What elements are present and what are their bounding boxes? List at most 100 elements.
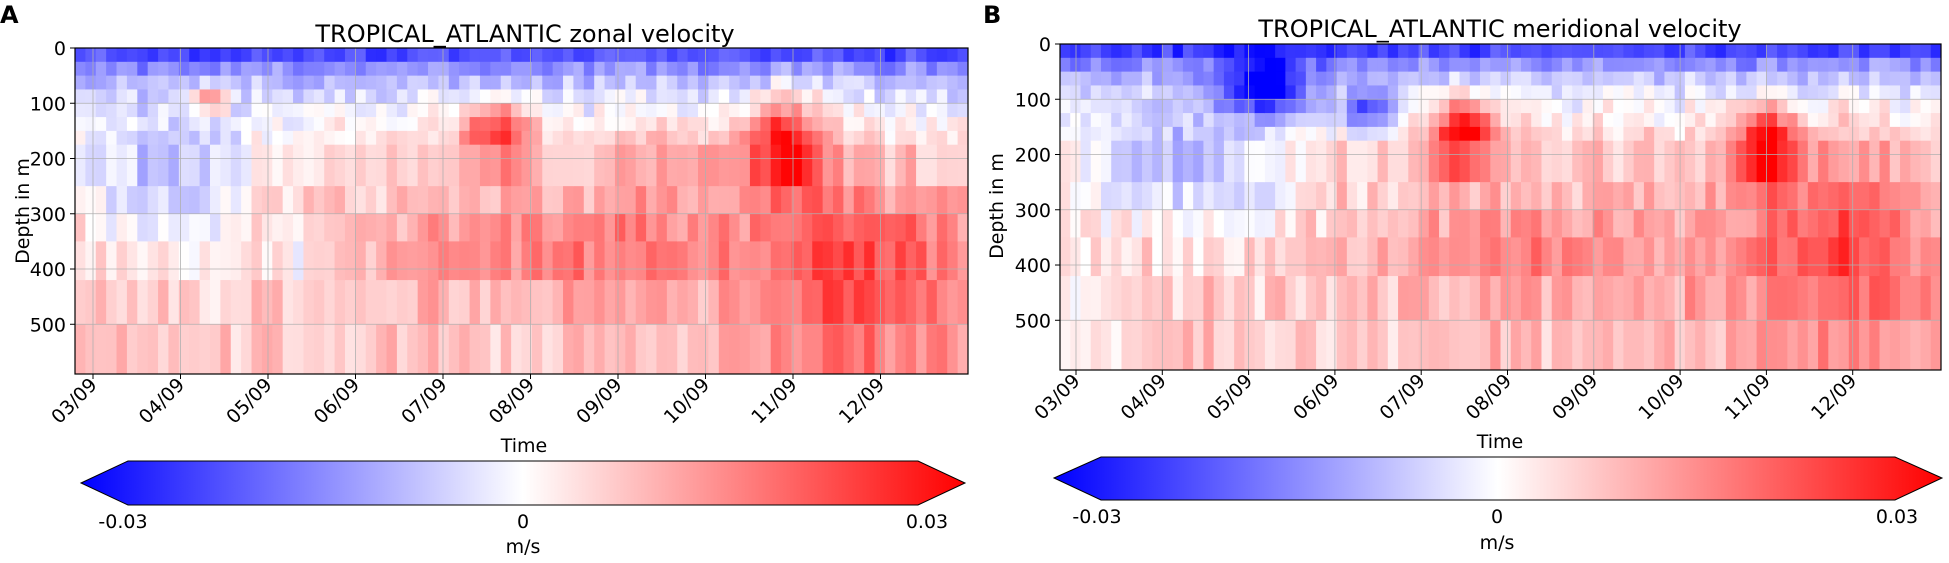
heatmap-cell bbox=[1705, 320, 1717, 370]
heatmap-cell bbox=[1182, 126, 1194, 142]
heatmap-cell bbox=[199, 324, 211, 374]
heatmap-cell bbox=[812, 144, 824, 187]
heatmap-cell bbox=[729, 213, 741, 242]
heatmap-cell bbox=[583, 103, 595, 118]
heatmap-cell bbox=[1715, 182, 1727, 211]
heatmap-cell bbox=[241, 130, 253, 146]
heatmap-cell bbox=[1162, 237, 1174, 277]
heatmap-cell bbox=[1490, 209, 1502, 238]
heatmap-cell bbox=[1541, 140, 1553, 183]
heatmap-cell bbox=[947, 324, 959, 374]
heatmap-cell bbox=[947, 186, 959, 215]
heatmap-cell bbox=[521, 241, 533, 281]
panel-b: B TROPICAL_ATLANTIC meridional velocity … bbox=[983, 1, 1944, 554]
heatmap-cell bbox=[1162, 126, 1174, 142]
heatmap-cell bbox=[1889, 182, 1901, 211]
heatmap-cell bbox=[625, 48, 637, 63]
heatmap-cell bbox=[1234, 44, 1245, 59]
heatmap-cell bbox=[282, 280, 294, 325]
heatmap-cell bbox=[1357, 57, 1368, 73]
heatmap-cell bbox=[500, 280, 512, 325]
heatmap-cell bbox=[1746, 276, 1758, 321]
heatmap-cell bbox=[261, 130, 273, 146]
heatmap-cell bbox=[126, 130, 138, 146]
heatmap-cell bbox=[1295, 320, 1307, 370]
heatmap-cell bbox=[75, 186, 86, 215]
heatmap-cell bbox=[1910, 57, 1922, 73]
heatmap-cell bbox=[749, 241, 761, 281]
heatmap-cell bbox=[1234, 209, 1245, 238]
heatmap-cell bbox=[1203, 237, 1215, 277]
heatmap-cell bbox=[1367, 209, 1379, 238]
heatmap-cell bbox=[1377, 140, 1389, 183]
heatmap-cell bbox=[1316, 237, 1327, 277]
heatmap-cell bbox=[1695, 85, 1706, 100]
heatmap-cell bbox=[801, 117, 813, 132]
heatmap-cell bbox=[137, 213, 149, 242]
heatmap-cell bbox=[220, 144, 232, 187]
heatmap-cell bbox=[718, 48, 730, 63]
heatmap-cell bbox=[1213, 113, 1225, 128]
heatmap-cell bbox=[137, 144, 149, 187]
heatmap-cell bbox=[147, 103, 159, 118]
heatmap-cell bbox=[1398, 182, 1409, 211]
heatmap-cell bbox=[334, 324, 346, 374]
heatmap-cell bbox=[168, 48, 180, 63]
heatmap-cell bbox=[666, 144, 678, 187]
heatmap-cell bbox=[749, 186, 761, 215]
heatmap-cell bbox=[1213, 182, 1225, 211]
heatmap-cell bbox=[1910, 209, 1922, 238]
heatmap-cell bbox=[1480, 182, 1491, 211]
heatmap-cell bbox=[313, 241, 325, 281]
heatmap-cell bbox=[199, 89, 211, 104]
heatmap-cell bbox=[396, 144, 408, 187]
heatmap-cell bbox=[365, 213, 377, 242]
heatmap-cell bbox=[936, 280, 948, 325]
heatmap-cell bbox=[282, 48, 294, 63]
heatmap-cell bbox=[936, 61, 948, 77]
heatmap-cell bbox=[521, 75, 533, 91]
heatmap-cell bbox=[1787, 113, 1799, 128]
heatmap-cell bbox=[1633, 209, 1645, 238]
heatmap-cell bbox=[490, 89, 502, 104]
heatmap-cell bbox=[1418, 57, 1430, 73]
heatmap-cell bbox=[511, 324, 523, 374]
heatmap-cell bbox=[324, 213, 336, 242]
heatmap-cell bbox=[417, 61, 429, 77]
heatmap-cell bbox=[469, 75, 481, 91]
heatmap-cell bbox=[1828, 209, 1840, 238]
heatmap-cell bbox=[324, 89, 336, 104]
heatmap-cell bbox=[1736, 126, 1747, 142]
heatmap-cell bbox=[1428, 71, 1440, 87]
heatmap-cell bbox=[490, 61, 502, 77]
heatmap-cell bbox=[1408, 126, 1420, 142]
heatmap-cell bbox=[324, 61, 336, 77]
heatmap-cell bbox=[199, 186, 211, 215]
heatmap-cell bbox=[1838, 140, 1850, 183]
heatmap-cell bbox=[708, 130, 720, 146]
heatmap-cell bbox=[490, 186, 502, 215]
heatmap-cell bbox=[1500, 209, 1512, 238]
heatmap-cell bbox=[1244, 113, 1256, 128]
heatmap-cell bbox=[822, 186, 834, 215]
heatmap-cell bbox=[1060, 182, 1071, 211]
heatmap-cell bbox=[1930, 113, 1941, 128]
heatmap-cell bbox=[708, 48, 720, 63]
heatmap-cell bbox=[1715, 237, 1727, 277]
heatmap-cell bbox=[209, 61, 221, 77]
heatmap-cell bbox=[459, 144, 471, 187]
heatmap-cell bbox=[1889, 57, 1901, 73]
heatmap-cell bbox=[1828, 99, 1840, 114]
heatmap-cell bbox=[563, 324, 575, 374]
heatmap-cell bbox=[1664, 126, 1676, 142]
heatmap-cell bbox=[677, 324, 689, 374]
heatmap-cell bbox=[479, 280, 491, 325]
heatmap-cell bbox=[1715, 209, 1727, 238]
heatmap-cell bbox=[1295, 85, 1307, 100]
heatmap-cell bbox=[1439, 99, 1450, 114]
heatmap-cell bbox=[303, 130, 315, 146]
heatmap-cell bbox=[635, 144, 647, 187]
heatmap-cell bbox=[1428, 57, 1440, 73]
heatmap-cell bbox=[1520, 99, 1532, 114]
heatmap-cell bbox=[1582, 237, 1594, 277]
